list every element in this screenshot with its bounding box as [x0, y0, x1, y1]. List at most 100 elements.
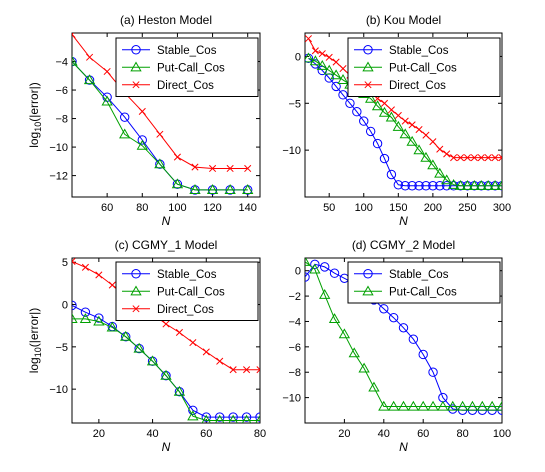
data-point	[72, 313, 78, 324]
data-point	[106, 321, 118, 332]
data-point	[241, 414, 252, 423]
data-point	[496, 400, 502, 411]
data-point	[309, 55, 322, 66]
data-point	[93, 315, 105, 326]
data-point	[243, 366, 251, 374]
plot-area	[72, 33, 254, 195]
data-point	[427, 159, 439, 170]
x-tick-label: 60	[417, 428, 429, 440]
data-point	[447, 400, 459, 411]
legend-label: Stable_Cos	[157, 269, 217, 281]
data-point	[187, 410, 199, 421]
data-point	[162, 320, 170, 328]
data-point	[421, 181, 431, 191]
data-point	[79, 313, 92, 324]
legend-label: Direct_Cos	[157, 304, 214, 316]
chart-panel-2: (b) Kou Model 50 100 150 200 250 300 −10 −5 0 N Sta…	[282, 13, 511, 228]
legend: Stable_Cos Put-Call_Cos Direct_Cos	[115, 37, 259, 97]
data-point	[318, 50, 326, 58]
data-point	[466, 400, 479, 411]
data-point	[414, 181, 424, 191]
x-tick-label: 80	[254, 428, 266, 440]
data-point	[154, 158, 166, 169]
data-point	[498, 154, 502, 162]
data-point	[119, 128, 131, 139]
x-tick-label: 140	[239, 202, 257, 214]
data-point	[108, 281, 116, 289]
data-point	[310, 259, 320, 270]
legend-label: Put-Call_Cos	[389, 286, 457, 298]
data-point	[475, 179, 487, 190]
data-point	[461, 179, 474, 190]
data-point	[365, 92, 377, 103]
data-point	[413, 144, 425, 155]
data-point	[137, 135, 147, 145]
data-point	[401, 117, 409, 125]
data-point	[378, 106, 391, 117]
data-point	[156, 130, 164, 138]
data-point	[224, 184, 236, 194]
x-tick-label: 80	[456, 428, 468, 440]
data-point	[94, 313, 104, 323]
x-tick-label: 20	[338, 428, 350, 440]
x-axis-label: N	[162, 214, 171, 228]
data-point	[394, 111, 402, 120]
y-axis-label: log10(|error|)	[27, 308, 43, 374]
data-point	[305, 272, 310, 282]
data-point	[72, 55, 78, 66]
data-point	[320, 262, 330, 272]
x-tick-label: 50	[323, 202, 335, 214]
chart-title: (a) Heston Model	[120, 13, 212, 27]
data-point	[380, 99, 389, 107]
data-point	[386, 169, 397, 180]
data-point	[368, 381, 380, 392]
legend-marker	[362, 285, 374, 296]
data-point	[188, 405, 198, 416]
data-point	[228, 412, 238, 422]
data-point	[456, 154, 465, 162]
data-point	[120, 330, 132, 341]
data-point	[388, 312, 399, 323]
chart-panel-1: (a) Heston Model 60 80 100 120 140 −12 −10 −8 −6 −…	[27, 13, 261, 228]
x-tick-label: 60	[200, 428, 212, 440]
data-point	[101, 95, 113, 106]
legend-label: Stable_Cos	[389, 269, 449, 281]
y-tick-label: −6	[55, 85, 68, 97]
data-point	[400, 181, 410, 191]
data-point	[305, 35, 313, 43]
data-point	[436, 145, 444, 153]
data-point	[189, 339, 197, 347]
data-point	[408, 334, 419, 344]
legend-label: Direct_Cos	[389, 80, 446, 92]
x-tick-label: 250	[458, 202, 476, 214]
data-point	[407, 400, 420, 411]
y-tick-label: 5	[62, 257, 68, 269]
data-point	[72, 300, 77, 311]
y-tick-label: −10	[282, 393, 301, 405]
data-point	[470, 154, 478, 162]
data-point	[372, 138, 383, 149]
data-point	[352, 107, 362, 117]
y-tick-label: 0	[62, 300, 68, 312]
x-tick-label: 100	[168, 202, 186, 214]
data-point	[348, 347, 360, 358]
data-point	[496, 179, 502, 190]
data-point	[332, 58, 340, 66]
data-point	[486, 400, 498, 411]
legend: Stable_Cos Put-Call_Cos	[347, 261, 501, 304]
data-point	[255, 414, 260, 423]
x-tick-label: 40	[378, 428, 390, 440]
y-tick-label: −10	[49, 142, 68, 154]
data-point	[191, 163, 199, 171]
data-point	[415, 125, 423, 134]
data-point	[387, 400, 400, 411]
data-point	[80, 307, 91, 317]
data-point	[330, 69, 342, 80]
data-point	[103, 67, 111, 76]
data-point	[189, 184, 201, 194]
x-tick-label: 100	[493, 428, 511, 440]
x-tick-label: 40	[146, 428, 158, 440]
data-point	[358, 362, 370, 373]
data-point	[209, 164, 217, 173]
